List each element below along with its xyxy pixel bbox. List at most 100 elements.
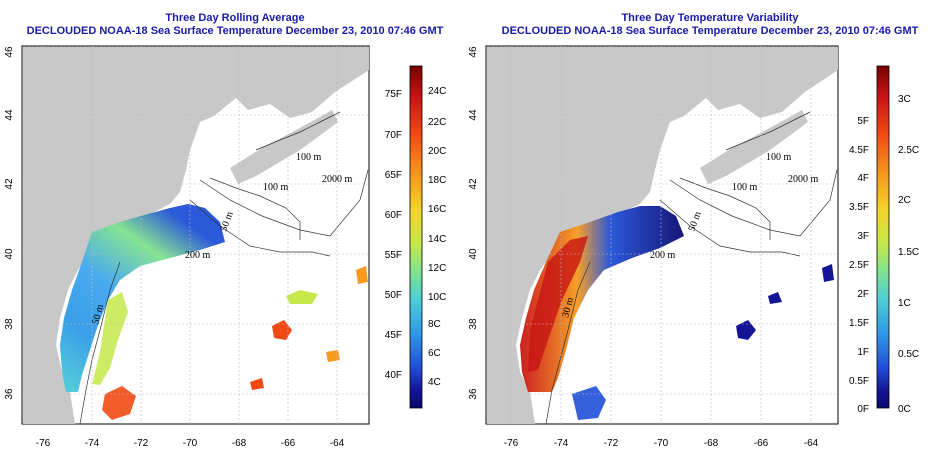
left-grid [22,46,369,424]
left-panel-title: Three Day Rolling Average DECLOUDED NOAA… [0,12,470,38]
right-y-tick: 42 [468,178,479,190]
right-colorbar: 5F 4.5F 4F 3.5F 3F 2.5F 2F 1.5F 1F 0.5F … [849,65,919,415]
right-cbar-f-label: 1F [857,347,869,358]
right-cbar-f-label: 0F [857,404,869,415]
left-colorbar: 75F 70F 65F 60F 55F 50F 45F 40F 24C 22C … [385,65,446,409]
right-cbar-c-label: 0C [898,404,911,415]
left-sst-shelf [60,204,225,392]
right-cbar-f-label: 1.5F [849,318,869,329]
right-x-tick: -76 [504,438,519,449]
contour-label-right-30: 30 m [560,296,576,319]
right-cbar-f-label: 3F [857,231,869,242]
right-cbar-c-label: 0.5C [898,349,919,360]
left-cbar-c-label: 22C [428,117,446,128]
left-x-tick: -64 [330,438,345,449]
contour-label-left-2000: 2000 m [322,174,353,185]
right-cbar-f-label: 2.5F [849,260,869,271]
left-y-axis-ticks: 36 38 40 42 44 46 [4,46,15,400]
left-cbar-c-label: 16C [428,204,446,215]
right-x-axis-ticks: -76 -74 -72 -70 -68 -66 -64 [504,438,819,449]
right-cbar-f-label: 2F [857,289,869,300]
right-y-tick: 44 [468,109,479,121]
right-x-tick: -74 [554,438,569,449]
left-cbar-c-label: 6C [428,348,441,359]
right-variability-south [572,386,606,420]
left-cbar-f-label: 55F [385,250,402,261]
left-sst-spot-1 [272,320,292,340]
right-cbar-f-label: 4.5F [849,145,869,156]
right-bathymetry-contours [545,111,838,425]
right-cbar-f-label: 3.5F [849,202,869,213]
right-colorbar-bar [876,65,890,409]
left-cbar-f-label: 40F [385,370,402,381]
right-land-north [487,47,838,424]
right-x-tick: -66 [754,438,769,449]
left-land-north [23,47,369,424]
left-title-subtitle: DECLOUDED NOAA-18 Sea Surface Temperatur… [26,25,444,37]
left-x-tick: -70 [183,438,198,449]
contour-label-left-100b: 100 m [263,182,289,193]
left-x-tick: -68 [232,438,247,449]
left-cbar-f-label: 50F [385,290,402,301]
left-colorbar-c-labels: 24C 22C 20C 18C 16C 14C 12C 10C 8C 6C 4C [428,86,446,388]
right-y-axis-ticks: 36 38 40 42 44 46 [468,46,479,400]
right-y-tick: 40 [468,248,479,260]
right-cbar-c-label: 3C [898,94,911,105]
contour-label-right-100b: 100 m [732,182,758,193]
left-y-tick: 46 [4,46,15,58]
left-x-tick: -66 [281,438,296,449]
left-y-tick: 42 [4,178,15,190]
right-var-spot-3 [768,292,782,304]
left-y-tick: 44 [4,109,15,121]
right-land-novascotia [700,110,808,184]
right-x-tick: -70 [654,438,669,449]
left-sst-spot-3 [286,290,318,304]
left-colorbar-f-labels: 75F 70F 65F 60F 55F 50F 45F 40F [385,89,402,381]
left-y-tick: 40 [4,248,15,260]
left-x-axis-ticks: -76 -74 -72 -70 -68 -66 -64 [36,438,345,449]
left-cbar-f-label: 75F [385,89,402,100]
left-map [21,45,370,425]
left-x-tick: -72 [134,438,149,449]
right-x-tick: -72 [604,438,619,449]
left-cbar-c-label: 24C [428,86,446,97]
right-y-tick: 38 [468,318,479,330]
contour-label-right-200: 200 m [650,250,676,261]
contour-label-left-100a: 100 m [296,152,322,163]
right-cbar-c-label: 2C [898,195,911,206]
right-x-tick: -64 [804,438,819,449]
right-cbar-f-label: 0.5F [849,376,869,387]
left-land-novascotia [230,110,338,184]
left-cbar-f-label: 70F [385,130,402,141]
right-cbar-f-label: 4F [857,173,869,184]
left-title-main: Three Day Rolling Average [165,12,305,24]
left-sst-spot-5 [250,378,264,390]
right-cbar-f-label: 5F [857,116,869,127]
right-title-subtitle: DECLOUDED NOAA-18 Sea Surface Temperatur… [501,25,919,37]
left-cbar-c-label: 4C [428,377,441,388]
left-y-tick: 36 [4,388,15,400]
right-var-spot-2 [822,264,834,282]
left-cbar-c-label: 14C [428,234,446,245]
right-var-spot-1 [736,320,756,340]
right-y-tick: 36 [468,388,479,400]
contour-labels: 100 m 100 m 2000 m 50 m 200 m 50 m 100 m… [90,152,818,326]
left-cbar-f-label: 65F [385,170,402,181]
right-panel-title: Three Day Temperature Variability DECLOU… [475,12,945,38]
left-sst-spot-4 [326,350,340,362]
left-cbar-f-label: 45F [385,330,402,341]
right-colorbar-f-labels: 5F 4.5F 4F 3.5F 3F 2.5F 2F 1.5F 1F 0.5F … [849,116,869,415]
right-variability-hot-core [528,236,588,372]
left-y-tick: 38 [4,318,15,330]
left-colorbar-bar [409,65,423,409]
right-x-tick: -68 [704,438,719,449]
left-sst-spot-2 [356,266,368,284]
right-map [485,45,839,425]
left-x-tick: -76 [36,438,51,449]
left-cbar-c-label: 8C [428,319,441,330]
right-y-tick: 46 [468,46,479,58]
right-colorbar-c-labels: 3C 2.5C 2C 1.5C 1C 0.5C 0C [898,94,919,415]
left-cbar-f-label: 60F [385,210,402,221]
left-cbar-c-label: 18C [428,175,446,186]
